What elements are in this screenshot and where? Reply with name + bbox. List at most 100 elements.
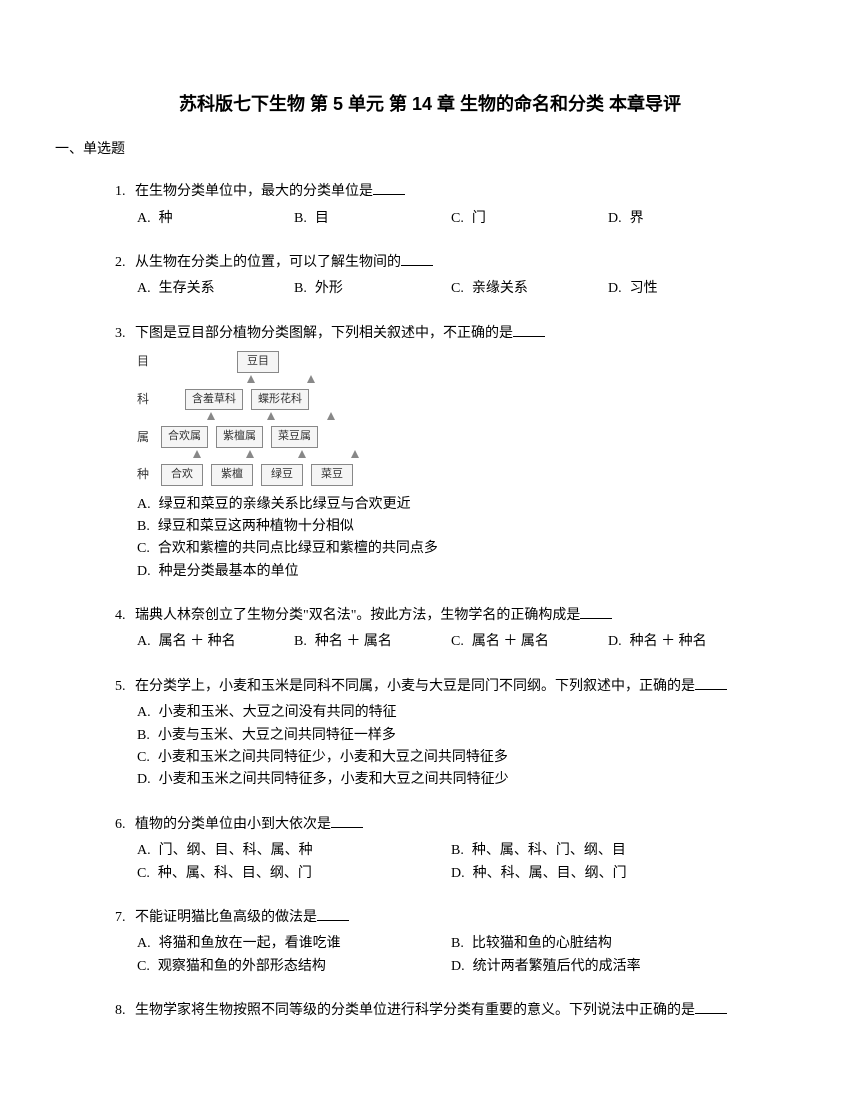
node-shu-3: 菜豆属 (271, 426, 318, 448)
option-text: 生存关系 (159, 281, 215, 296)
blank (695, 676, 727, 690)
option-a: A.绿豆和菜豆的亲缘关系比绿豆与合欢更近 (137, 494, 765, 516)
options: A.将猫和鱼放在一起，看谁吃谁 B. 比较猫和鱼的心脏结构 C. 观察猫和鱼的外部形… (115, 933, 765, 978)
option-d: D. 种、科、属、目、纲、门 (451, 863, 765, 885)
question-stem: 8.生物学家将生物按照不同等级的分类单位进行科学分类有重要的意义。下列说法中正确… (115, 1000, 765, 1022)
option-letter: A. (137, 936, 151, 951)
question-stem: 3.下图是豆目部分植物分类图解，下列相关叙述中，不正确的是 (115, 323, 765, 345)
options: A. 属名 ＋ 种名 B.种名 ＋ 属名 C. 属名 ＋ 属名 D. 种名 ＋ 种名 (115, 631, 765, 653)
option-letter: B. (137, 519, 150, 534)
question-number: 6. (115, 814, 135, 836)
option-text: 小麦与玉米、大豆之间共同特征一样多 (158, 728, 396, 743)
row-label-zhong: 种 (137, 465, 161, 484)
option-c: C.种、属、科、目、纲、门 (137, 863, 451, 885)
option-a: A.种 (137, 208, 294, 230)
option-text: 属名 ＋ 种名 (159, 634, 236, 649)
arrow-icon (307, 375, 315, 383)
option-text: 观察猫和鱼的外部形态结构 (158, 959, 326, 974)
option-letter: C. (451, 211, 464, 226)
stem-text: 下图是豆目部分植物分类图解，下列相关叙述中，不正确的是 (135, 326, 513, 341)
option-text: 合欢和紫檀的共同点比绿豆和紫檀的共同点多 (158, 541, 438, 556)
option-letter: C. (451, 634, 464, 649)
options: A.绿豆和菜豆的亲缘关系比绿豆与合欢更近 B.绿豆和菜豆这两种植物十分相似 C.… (115, 494, 765, 584)
option-letter: A. (137, 634, 151, 649)
node-mu: 豆目 (237, 351, 279, 373)
node-zhong-4: 菜豆 (311, 464, 353, 486)
arrow-icon (267, 412, 275, 420)
question-number: 8. (115, 1000, 135, 1022)
option-letter: C. (137, 750, 150, 765)
question-stem: 7.不能证明猫比鱼高级的做法是 (115, 907, 765, 929)
option-text: 种、属、科、目、纲、门 (158, 866, 312, 881)
question-number: 4. (115, 605, 135, 627)
option-text: 种名 ＋ 种名 (630, 634, 707, 649)
option-b: B.种名 ＋ 属名 (294, 631, 451, 653)
option-text: 种、科、属、目、纲、门 (473, 866, 627, 881)
blank (580, 605, 612, 619)
option-b: B.种、属、科、门、纲、目 (451, 840, 765, 862)
row-label-ke: 科 (137, 390, 161, 409)
option-a: A. 小麦和玉米、大豆之间没有共同的特征 (137, 702, 765, 724)
question-stem: 4.瑞典人林奈创立了生物分类"双名法"。按此方法，生物学名的正确构成是 (115, 605, 765, 627)
option-letter: C. (137, 959, 150, 974)
question-6: 6.植物的分类单位由小到大依次是 A.门、纲、目、科、属、种 B.种、属、科、门… (95, 814, 765, 885)
option-text: 小麦和玉米之间共同特征少，小麦和大豆之间共同特征多 (158, 750, 508, 765)
node-ke-2: 蝶形花科 (251, 389, 309, 411)
taxonomy-diagram: 目 豆目 科 含羞草科 蝶形花科 属 合欢属 紫檀属 菜豆属 种 合欢 紫檀 (115, 351, 765, 485)
option-text: 小麦和玉米、大豆之间没有共同的特征 (159, 705, 397, 720)
option-text: 门 (472, 211, 486, 226)
option-text: 种 (159, 211, 173, 226)
stem-text: 从生物在分类上的位置，可以了解生物间的 (135, 255, 401, 270)
option-b: B.目 (294, 208, 451, 230)
option-text: 种、属、科、门、纲、目 (472, 843, 626, 858)
question-number: 2. (115, 252, 135, 274)
option-letter: B. (137, 728, 150, 743)
option-letter: D. (451, 959, 465, 974)
option-b: B. 小麦与玉米、大豆之间共同特征一样多 (137, 725, 765, 747)
option-letter: D. (451, 866, 465, 881)
option-d: D.种是分类最基本的单位 (137, 561, 765, 583)
option-letter: B. (294, 281, 307, 296)
option-c: C. 观察猫和鱼的外部形态结构 (137, 956, 451, 978)
blank (317, 907, 349, 921)
option-d: D.统计两者繁殖后代的成活率 (451, 956, 765, 978)
options: A.小麦和玉米、大豆之间没有共同的特征 B.小麦与玉米、大豆之间共同特征一样多 … (115, 702, 765, 792)
question-stem: 1.在生物分类单位中，最大的分类单位是 (115, 181, 765, 203)
question-number: 7. (115, 907, 135, 929)
option-letter: D. (608, 634, 622, 649)
option-text: 目 (315, 211, 329, 226)
option-letter: A. (137, 705, 151, 720)
option-c: C. 门 (451, 208, 608, 230)
node-ke-1: 含羞草科 (185, 389, 243, 411)
option-a: A. 属名 ＋ 种名 (137, 631, 294, 653)
option-text: 比较猫和鱼的心脏结构 (472, 936, 612, 951)
option-text: 门、纲、目、科、属、种 (159, 843, 313, 858)
page-title: 苏科版七下生物 第 5 单元 第 14 章 生物的命名和分类 本章导评 (95, 90, 765, 119)
option-letter: A. (137, 281, 151, 296)
arrow-icon (193, 450, 201, 458)
option-letter: D. (137, 772, 151, 787)
option-d: D.界 (608, 208, 765, 230)
options: A.门、纲、目、科、属、种 B.种、属、科、门、纲、目 C.种、属、科、目、纲、… (115, 840, 765, 885)
node-zhong-2: 紫檀 (211, 464, 253, 486)
option-d: D.习性 (608, 278, 765, 300)
option-d: D.小麦和玉米之间共同特征多，小麦和大豆之间共同特征少 (137, 769, 765, 791)
row-label-shu: 属 (137, 428, 161, 447)
option-d: D. 种名 ＋ 种名 (608, 631, 765, 653)
option-letter: B. (451, 936, 464, 951)
question-number: 3. (115, 323, 135, 345)
option-b: B.绿豆和菜豆这两种植物十分相似 (137, 516, 765, 538)
option-a: A.将猫和鱼放在一起，看谁吃谁 (137, 933, 451, 955)
question-stem: 2.从生物在分类上的位置，可以了解生物间的 (115, 252, 765, 274)
question-3: 3.下图是豆目部分植物分类图解，下列相关叙述中，不正确的是 目 豆目 科 含羞草… (95, 323, 765, 583)
option-letter: D. (608, 281, 622, 296)
option-text: 属名 ＋ 属名 (472, 634, 549, 649)
question-stem: 5.在分类学上，小麦和玉米是同科不同属，小麦与大豆是同门不同纲。下列叙述中，正确… (115, 676, 765, 698)
option-letter: C. (137, 541, 150, 556)
option-c: C. 合欢和紫檀的共同点比绿豆和紫檀的共同点多 (137, 538, 765, 560)
section-header: 一、单选题 (55, 139, 765, 161)
question-1: 1.在生物分类单位中，最大的分类单位是 A.种 B.目 C. 门 D.界 (95, 181, 765, 230)
blank (401, 252, 433, 266)
stem-text: 不能证明猫比鱼高级的做法是 (135, 910, 317, 925)
option-b: B.外形 (294, 278, 451, 300)
